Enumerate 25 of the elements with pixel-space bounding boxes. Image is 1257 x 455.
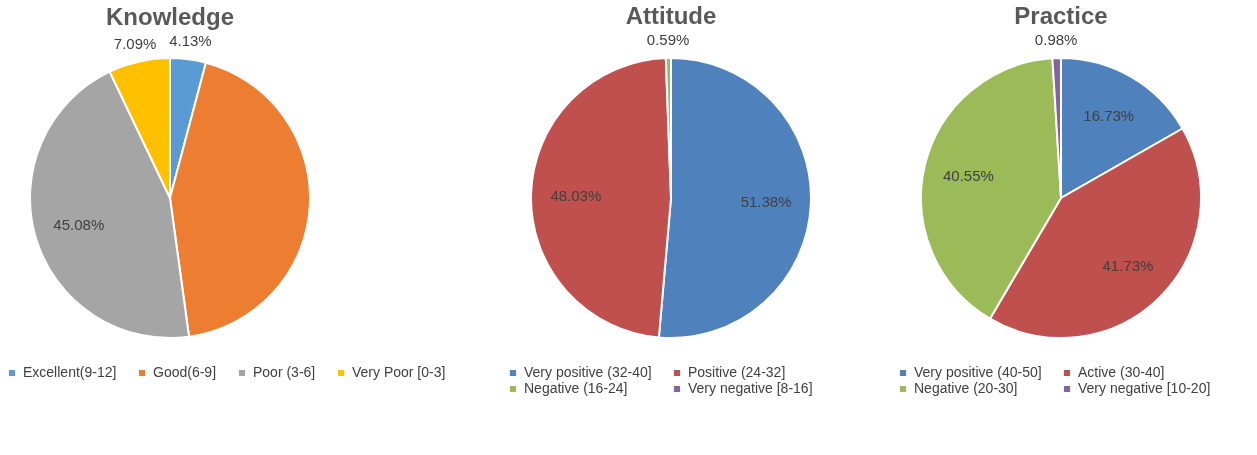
data-label: 7.09% (113, 34, 157, 52)
legend-label: Excellent(9-12] (23, 364, 117, 380)
legend-label: Very Poor [0-3] (352, 364, 446, 380)
legend-label: Very positive (32-40] (524, 364, 652, 380)
data-label: 16.73% (1083, 106, 1135, 124)
chart-title: Knowledge (105, 3, 235, 31)
chart-title: Attitude (625, 2, 717, 29)
data-label: 4.13% (169, 32, 212, 50)
legend-label: Positive (24-32] (688, 364, 786, 380)
data-label: 51.38% (740, 193, 792, 211)
chart-title: Practice (1014, 2, 1108, 30)
data-label: 0.59% (646, 31, 690, 49)
data-label: 40.55% (942, 166, 994, 184)
data-label: 0.98% (1034, 31, 1078, 49)
legend-label: Negative (16-24] (524, 380, 628, 396)
data-label: 45.08% (53, 216, 105, 234)
legend-label: Very negative [8-16] (688, 380, 813, 396)
data-label: 41.73% (1102, 256, 1154, 274)
legend-label: Poor (3-6] (253, 364, 316, 380)
legend-label: Active (30-40] (1078, 364, 1165, 380)
legend-label: Negative (20-30] (914, 380, 1018, 396)
legend-label: Very negative [10-20] (1078, 380, 1211, 396)
data-label: 48.03% (550, 186, 602, 204)
legend-label: Good(6-9] (153, 364, 217, 380)
legend-label: Very positive (40-50] (914, 364, 1042, 380)
